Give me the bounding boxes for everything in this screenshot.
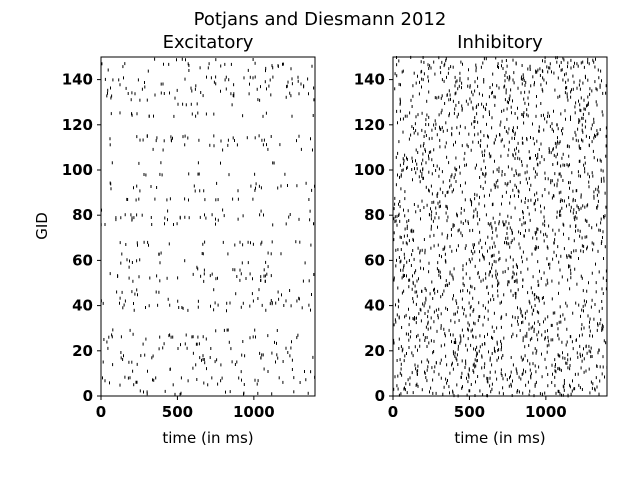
x-tick-label: 0 bbox=[96, 403, 106, 421]
y-tick-label: 120 bbox=[354, 116, 385, 134]
excitatory-frame bbox=[100, 56, 316, 397]
x-tick-label: 0 bbox=[388, 403, 398, 421]
y-tick-label: 60 bbox=[72, 251, 93, 269]
inhibitory-xlabel: time (in ms) bbox=[454, 429, 545, 447]
inhibitory-spikes bbox=[393, 55, 608, 398]
y-tick-label: 0 bbox=[83, 387, 93, 405]
x-tick-label: 500 bbox=[162, 403, 193, 421]
y-tick-label: 40 bbox=[364, 297, 385, 315]
inhibitory-y-ticks: 0 20 40 60 80 100 120 140 bbox=[354, 71, 393, 405]
inhibitory-x-ticks: 0 500 1000 bbox=[388, 396, 567, 421]
x-tick-label: 1000 bbox=[233, 403, 275, 421]
inhibitory-title: Inhibitory bbox=[457, 32, 543, 53]
y-tick-label: 140 bbox=[62, 71, 93, 89]
inhibitory-frame bbox=[392, 56, 608, 397]
y-tick-label: 60 bbox=[364, 251, 385, 269]
y-tick-label: 80 bbox=[72, 206, 93, 224]
figure-suptitle: Potjans and Diesmann 2012 bbox=[194, 9, 447, 30]
y-tick-label: 100 bbox=[354, 161, 385, 179]
y-tick-label: 80 bbox=[364, 206, 385, 224]
x-tick-label: 1000 bbox=[525, 403, 567, 421]
x-tick-label: 500 bbox=[454, 403, 485, 421]
inhibitory-panel: Inhibitory 0 500 1000 0 20 40 60 80 100 120 140 t… bbox=[354, 32, 608, 447]
excitatory-ylabel: GID bbox=[33, 212, 51, 240]
y-tick-label: 140 bbox=[354, 71, 385, 89]
y-tick-label: 120 bbox=[62, 116, 93, 134]
excitatory-panel: Excitatory 0 500 1000 0 20 40 60 80 100 120 140 t… bbox=[33, 32, 316, 447]
y-tick-label: 0 bbox=[375, 387, 385, 405]
y-tick-label: 100 bbox=[62, 161, 93, 179]
y-tick-label: 40 bbox=[72, 297, 93, 315]
y-tick-label: 20 bbox=[72, 342, 93, 360]
excitatory-y-ticks: 0 20 40 60 80 100 120 140 bbox=[62, 71, 101, 405]
excitatory-x-ticks: 0 500 1000 bbox=[96, 396, 275, 421]
excitatory-title: Excitatory bbox=[163, 32, 254, 53]
excitatory-spikes bbox=[100, 57, 316, 396]
y-tick-label: 20 bbox=[364, 342, 385, 360]
excitatory-xlabel: time (in ms) bbox=[162, 429, 253, 447]
